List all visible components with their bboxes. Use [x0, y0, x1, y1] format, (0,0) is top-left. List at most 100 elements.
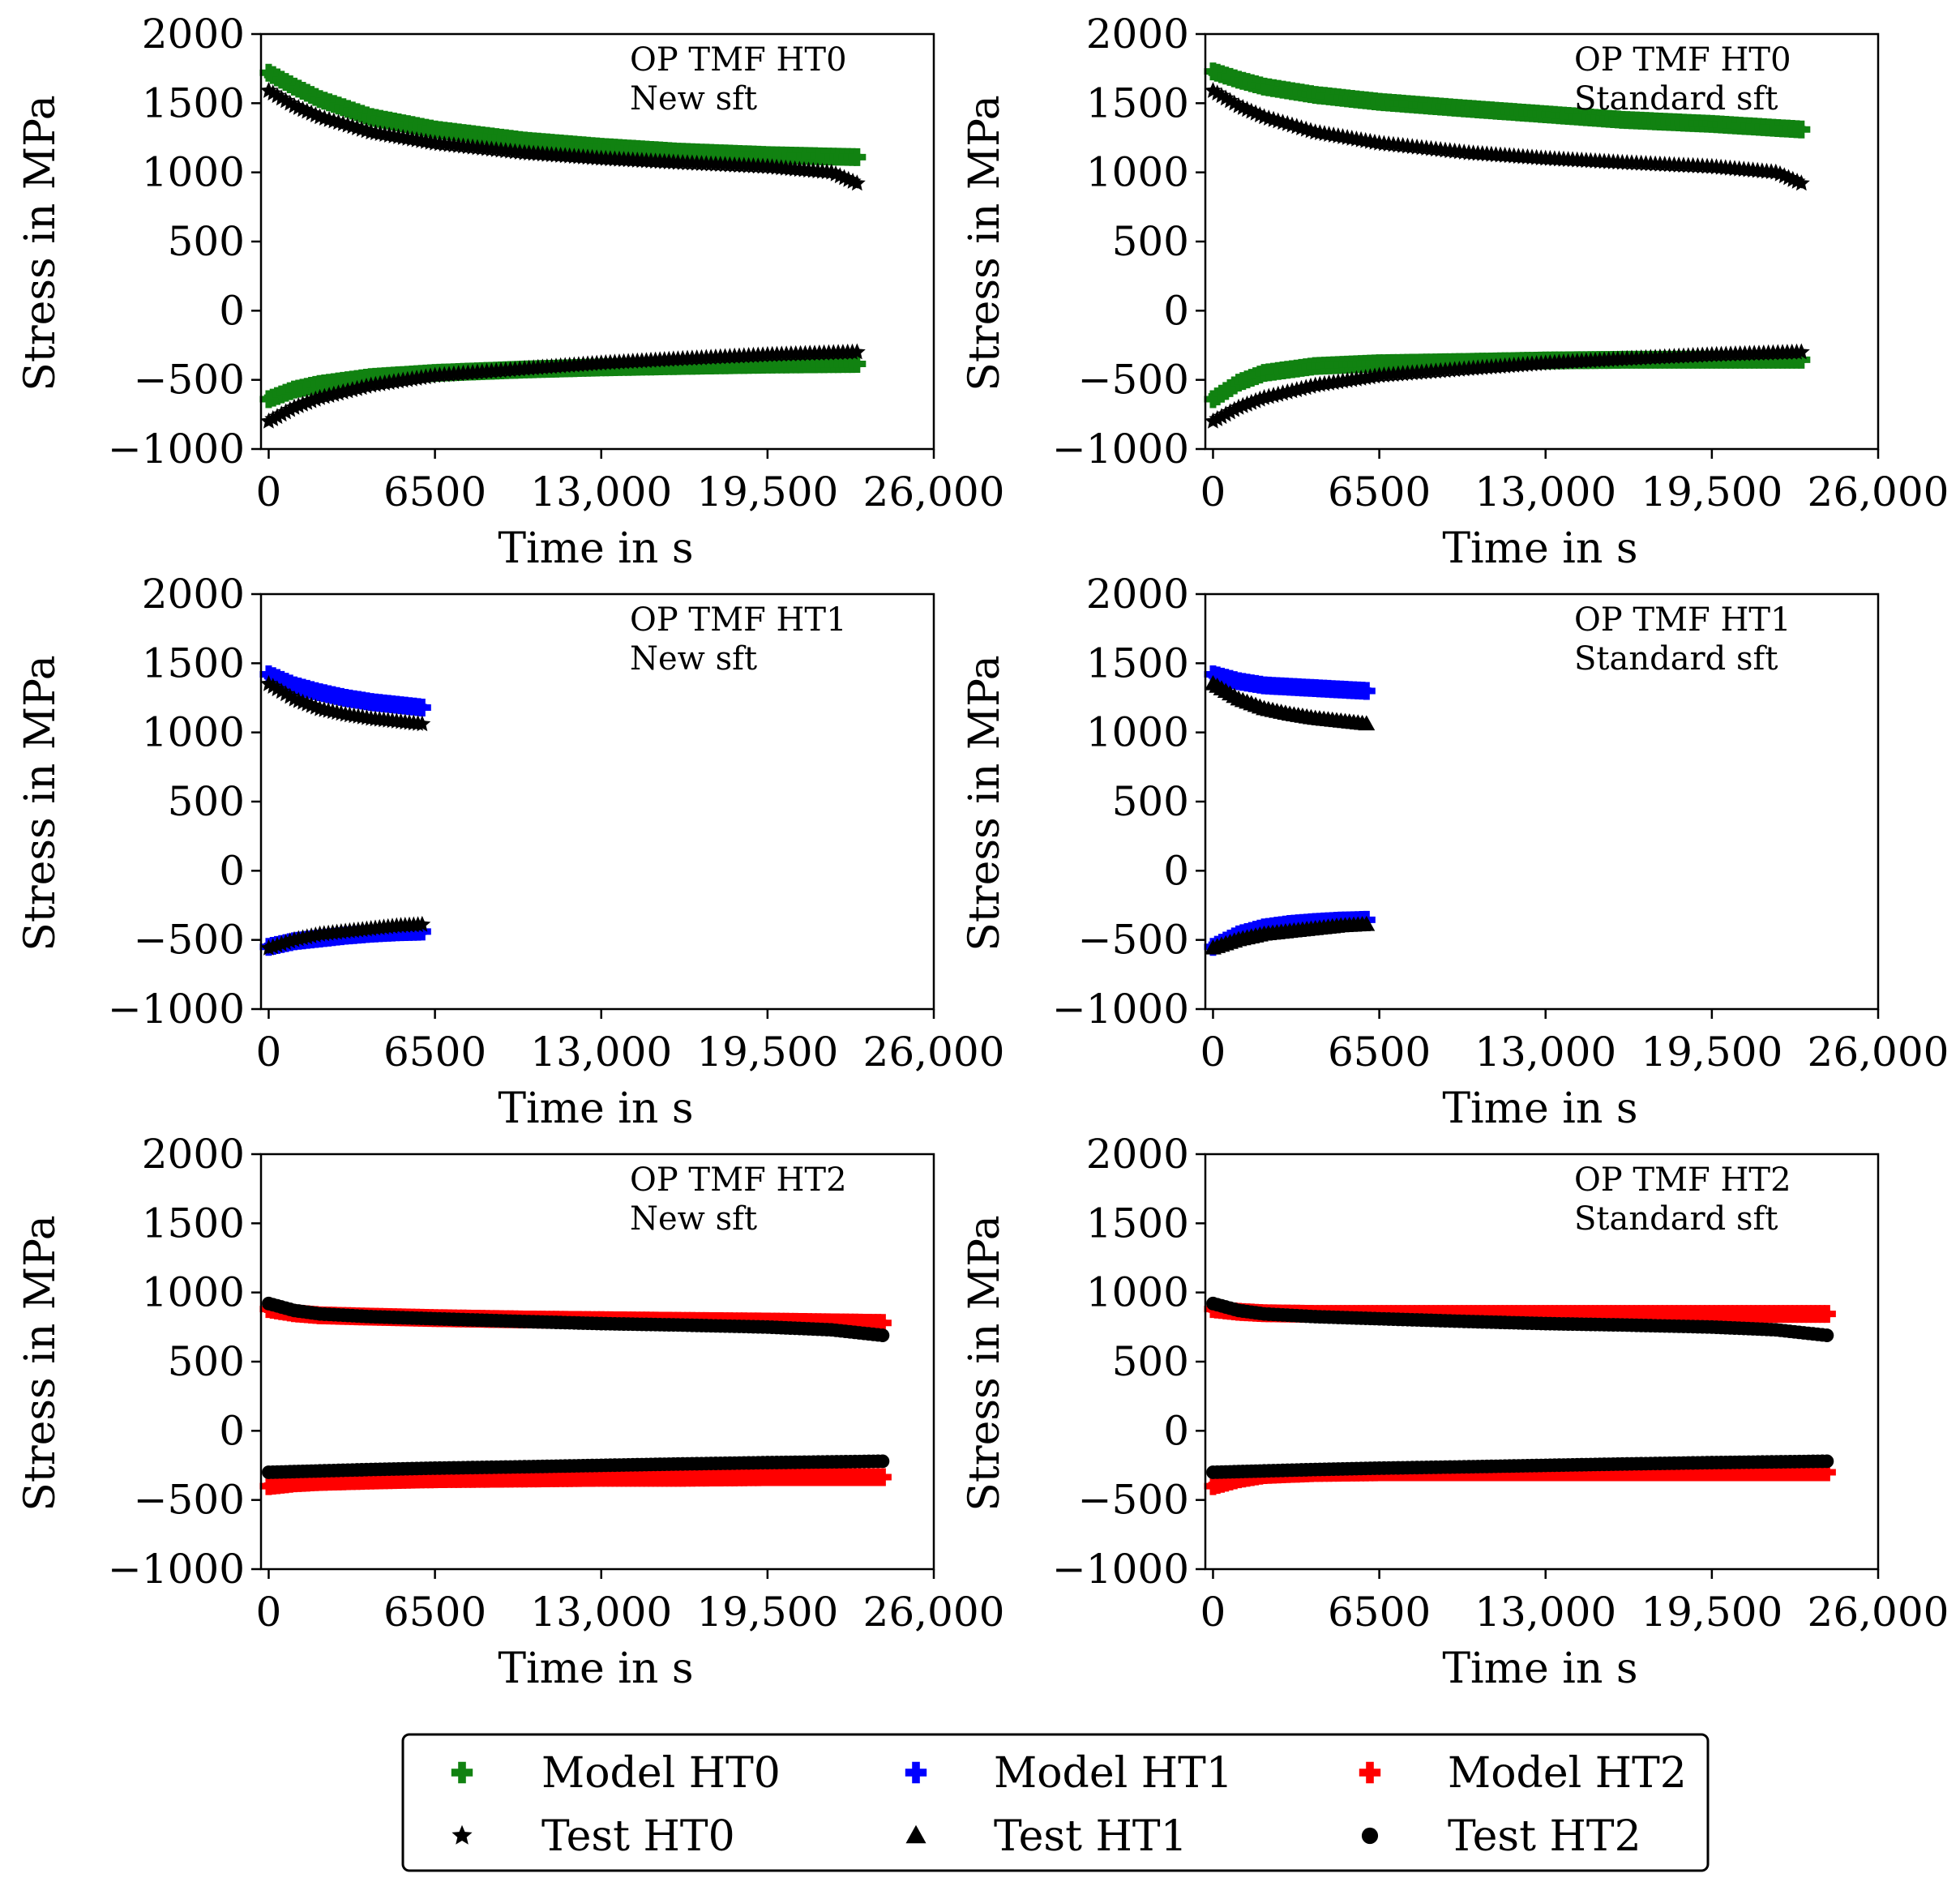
y-tick-label: 500: [1112, 218, 1189, 265]
x-axis-title: Time in s: [498, 1645, 693, 1693]
data-point: [1792, 343, 1810, 360]
y-tick-label: 0: [219, 847, 245, 894]
x-tick-label: 0: [1200, 468, 1226, 515]
y-tick-label: 2000: [1086, 1131, 1189, 1178]
panel-annotation-title: OP TMF HT1: [630, 601, 847, 639]
x-tick-label: 13,000: [530, 1029, 672, 1076]
x-tick-label: 26,000: [1808, 1029, 1949, 1076]
x-tick-label: 19,500: [1641, 468, 1782, 515]
series-test-ht1: [1205, 915, 1376, 955]
series-test-ht1: [1205, 674, 1376, 731]
series-model-ht1: [1204, 665, 1376, 700]
data-point: [875, 1454, 890, 1469]
y-axis-title: Stress in MPa: [16, 1215, 65, 1512]
data-point: [873, 1468, 892, 1486]
y-tick-label: 1500: [1086, 639, 1189, 686]
y-tick-label: 500: [168, 1338, 245, 1385]
y-tick-label: −500: [134, 357, 245, 404]
data-point: [848, 343, 866, 360]
data-point: [268, 408, 286, 425]
data-point: [1217, 405, 1235, 422]
data-point: [281, 400, 299, 417]
series-model-ht1: [259, 665, 431, 716]
y-axis-title: Stress in MPa: [961, 1215, 1009, 1512]
x-axis-title: Time in s: [498, 524, 693, 573]
legend-label: Model HT0: [541, 1749, 781, 1798]
y-tick-label: −500: [134, 1477, 245, 1524]
data-point: [1792, 174, 1810, 191]
series-test-ht2: [1206, 1296, 1834, 1342]
y-axis-title: Stress in MPa: [961, 95, 1009, 391]
y-tick-label: 1500: [1086, 1200, 1189, 1247]
data-point: [1358, 915, 1376, 931]
y-tick-label: 1500: [1086, 79, 1189, 126]
panel-annotation-subtitle: Standard sft: [1574, 640, 1778, 678]
data-point: [1817, 1463, 1836, 1482]
series-test-ht2: [1206, 1454, 1834, 1479]
data-point: [1222, 403, 1239, 420]
data-point: [260, 412, 277, 429]
series-test-ht2: [262, 1454, 890, 1479]
legend-marker-plus-icon: [1359, 1761, 1381, 1784]
series-test-ht0: [260, 674, 431, 732]
x-tick-label: 13,000: [1474, 468, 1616, 515]
legend-label: Test HT2: [1448, 1812, 1641, 1861]
x-tick-label: 6500: [1328, 1029, 1431, 1076]
x-tick-label: 13,000: [1474, 1589, 1616, 1636]
data-point: [1820, 1328, 1834, 1342]
data-point: [848, 355, 867, 374]
series-model-ht0: [1204, 62, 1811, 139]
panel-annotation-subtitle: Standard sft: [1574, 80, 1778, 118]
series-test-ht2: [262, 1296, 890, 1342]
data-point: [1817, 1305, 1836, 1324]
panel-annotation-subtitle: New sft: [630, 80, 757, 118]
plot-frame: [259, 592, 935, 1011]
x-tick-label: 26,000: [1808, 468, 1949, 515]
y-tick-label: 500: [168, 778, 245, 825]
data-point: [1792, 120, 1811, 139]
x-tick-label: 26,000: [1808, 1589, 1949, 1636]
x-tick-label: 26,000: [863, 1029, 1005, 1076]
y-tick-label: 500: [1112, 778, 1189, 825]
y-tick-label: 0: [219, 1407, 245, 1454]
data-point: [413, 922, 431, 941]
panel-annotation-subtitle: New sft: [630, 1200, 757, 1238]
data-point: [1820, 1454, 1834, 1469]
y-axis-title: Stress in MPa: [16, 95, 65, 391]
x-tick-label: 0: [256, 1029, 282, 1076]
panel-annotation-subtitle: Standard sft: [1574, 1200, 1778, 1238]
y-tick-label: 1500: [142, 79, 245, 126]
y-tick-label: −1000: [108, 426, 245, 473]
x-tick-label: 0: [1200, 1589, 1226, 1636]
data-point: [264, 410, 282, 426]
legend-label: Test HT0: [541, 1812, 735, 1861]
y-tick-label: −1000: [1052, 1546, 1189, 1593]
legend-item-test-ht2: Test HT2: [1361, 1812, 1641, 1861]
x-tick-label: 6500: [383, 1029, 486, 1076]
x-tick-label: 19,500: [1641, 1029, 1782, 1076]
data-point: [873, 1314, 892, 1332]
data-point: [413, 715, 431, 732]
x-tick-label: 19,500: [696, 468, 838, 515]
y-tick-label: 0: [1163, 847, 1189, 894]
series-test-ht0: [260, 915, 431, 956]
y-tick-label: 1000: [1086, 709, 1189, 756]
x-tick-label: 19,500: [696, 1029, 838, 1076]
y-tick-label: 0: [1163, 287, 1189, 334]
plot-frame: [259, 1153, 935, 1571]
x-tick-label: 0: [1200, 1029, 1226, 1076]
x-tick-label: 6500: [383, 468, 486, 515]
y-tick-label: 1000: [142, 709, 245, 756]
legend-marker-plus-icon: [451, 1761, 473, 1784]
data-point: [1213, 408, 1230, 425]
data-point: [1358, 715, 1376, 731]
y-tick-label: −1000: [1052, 986, 1189, 1033]
data-point: [277, 403, 294, 420]
y-tick-label: −500: [1078, 917, 1189, 964]
y-tick-label: 500: [1112, 1338, 1189, 1385]
legend-marker-star-icon: [451, 1824, 473, 1845]
